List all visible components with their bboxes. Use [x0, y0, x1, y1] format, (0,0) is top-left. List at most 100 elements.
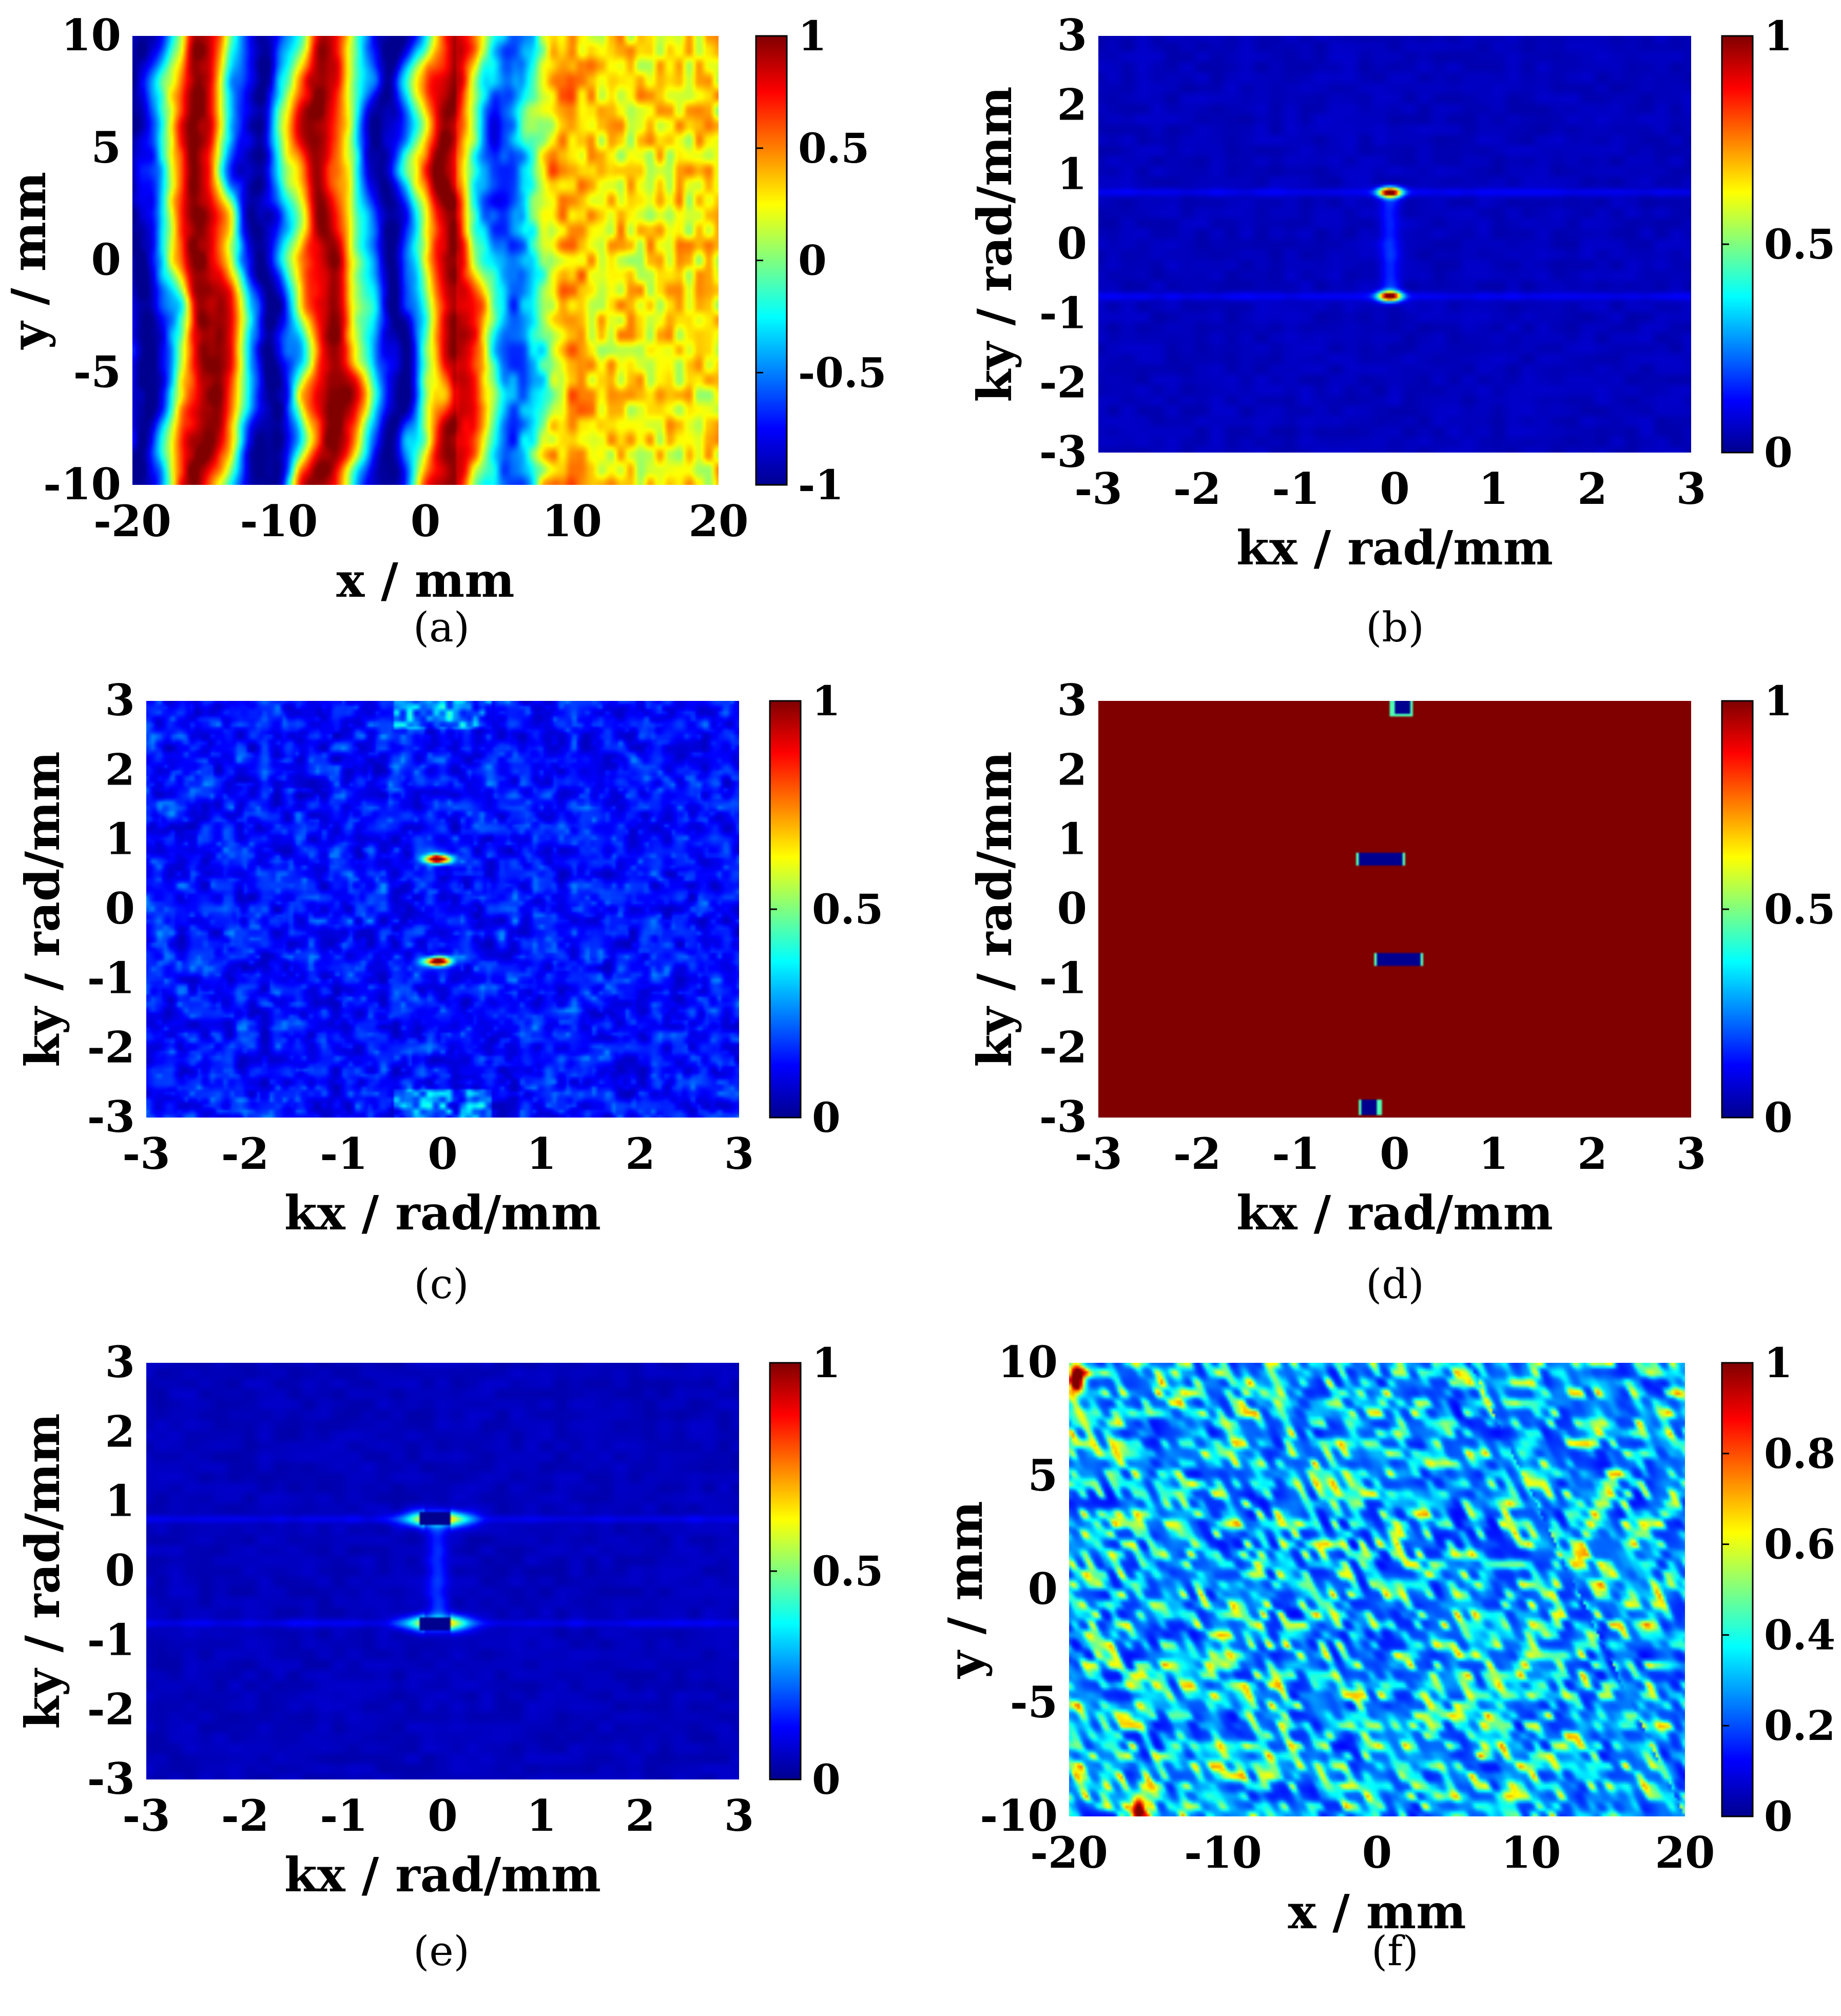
y-tick-label: 5 [1028, 1450, 1058, 1501]
x-tick-label: -3 [1074, 463, 1122, 514]
y-tick-label: 1 [105, 1476, 135, 1526]
y-tick-label: -3 [1039, 1091, 1087, 1142]
x-tick-label: 0 [411, 496, 440, 546]
x-tick-label: 1 [1479, 1128, 1508, 1179]
panel-d: -3 -2 -1 0 1 2 3 -3 -2 -1 0 1 2 3 kx / rad/mm ky / rad/… [967, 675, 1835, 1308]
colorbar-tick-label: 1 [1764, 1339, 1793, 1387]
y-tick-label: 0 [1057, 218, 1087, 269]
x-tick-label: 10 [1501, 1827, 1561, 1878]
x-tick-label: 3 [724, 1790, 754, 1841]
y-tick-label: 2 [1057, 744, 1087, 795]
y-tick-label: 2 [105, 744, 135, 795]
x-tick-label: 1 [1479, 463, 1508, 514]
x-tick-label: 3 [1676, 1128, 1706, 1179]
y-axis-label: ky / rad/mm [967, 86, 1022, 402]
colorbar-tick-label: 0 [1764, 428, 1793, 477]
x-tick-label: -10 [240, 496, 318, 546]
x-tick-label: -1 [320, 1128, 367, 1179]
x-tick-label: -1 [320, 1790, 367, 1841]
y-axis-label: ky / rad/mm [967, 751, 1022, 1067]
y-tick-label: 2 [1057, 79, 1087, 130]
y-tick-label: 0 [91, 234, 121, 285]
y-tick-label: -2 [1039, 357, 1087, 408]
y-tick-label: 0 [1057, 883, 1087, 934]
x-tick-label: 20 [1655, 1827, 1715, 1878]
y-tick-label: 3 [1057, 10, 1087, 61]
y-tick-label: 10 [998, 1337, 1058, 1387]
x-tick-label: -3 [1074, 1128, 1122, 1179]
panel-caption: (e) [413, 1927, 470, 1975]
x-tick-label: -20 [1030, 1827, 1108, 1878]
y-tick-label: 0 [105, 1545, 135, 1596]
colorbar-f [1721, 1362, 1754, 1817]
heatmap-e [146, 1363, 739, 1779]
y-tick-label: 1 [1057, 149, 1087, 200]
colorbar-tick-label: -1 [798, 461, 844, 509]
y-tick-label: 3 [105, 1337, 135, 1387]
y-axis-label: ky / rad/mm [15, 1413, 70, 1729]
colorbar-tick-label: 0 [798, 237, 827, 285]
colorbar-tick-label: 0.2 [1764, 1701, 1835, 1750]
x-tick-label: 20 [689, 496, 749, 546]
panel-caption: (d) [1366, 1260, 1424, 1308]
y-tick-label: -5 [73, 346, 121, 397]
x-axis-label: kx / rad/mm [1236, 1185, 1553, 1241]
heatmap-c [146, 701, 739, 1118]
x-axis-label: x / mm [1288, 1884, 1466, 1940]
x-axis-label: kx / rad/mm [284, 1847, 601, 1903]
y-tick-label: 10 [61, 10, 121, 61]
colorbar-tick-label: 0 [1764, 1792, 1793, 1841]
y-axis-label: y / mm [938, 1501, 993, 1679]
heatmap-f [1069, 1363, 1685, 1816]
y-tick-label: 1 [105, 814, 135, 865]
x-tick-label: -2 [221, 1790, 269, 1841]
x-tick-label: 1 [527, 1790, 556, 1841]
colorbar-tick-label: 0.4 [1764, 1611, 1835, 1659]
y-tick-label: -3 [87, 1753, 135, 1804]
y-tick-label: 0 [105, 883, 135, 934]
colorbar-tick-label: 0.5 [798, 124, 869, 172]
y-tick-label: -2 [87, 1684, 135, 1735]
x-tick-label: 2 [1577, 1128, 1607, 1179]
colorbar-tick-label: 1 [812, 1339, 841, 1387]
colorbar-tick-label: -0.5 [798, 348, 886, 397]
x-tick-label: -1 [1272, 1128, 1320, 1179]
x-tick-label: -10 [1184, 1827, 1262, 1878]
x-tick-label: 0 [428, 1128, 457, 1179]
x-axis-label: kx / rad/mm [284, 1185, 601, 1241]
panel-e: -3 -2 -1 0 1 2 3 -3 -2 -1 0 1 2 3 kx / rad/mm ky / rad/… [15, 1337, 883, 1975]
colorbar-tick-label: 0.6 [1764, 1520, 1835, 1569]
y-tick-label: -1 [87, 952, 135, 1003]
x-tick-label: 3 [1676, 463, 1706, 514]
y-tick-label: -5 [1010, 1677, 1058, 1728]
y-tick-label: -1 [87, 1614, 135, 1665]
y-tick-label: -2 [87, 1022, 135, 1073]
x-tick-label: -2 [1173, 463, 1221, 514]
colorbar-tick-label: 0.8 [1764, 1430, 1835, 1478]
panel-c: -3 -2 -1 0 1 2 3 -3 -2 -1 0 1 2 3 kx / rad/mm ky / rad/… [15, 675, 883, 1308]
x-tick-label: -1 [1272, 463, 1320, 514]
x-tick-label: 3 [724, 1128, 754, 1179]
colorbar-tick-label: 0 [812, 1755, 841, 1804]
y-tick-label: -2 [1039, 1022, 1087, 1073]
y-tick-label: -1 [1039, 952, 1087, 1003]
colorbar-tick-label: 0.5 [812, 885, 883, 933]
colorbar-tick-label: 1 [1764, 12, 1793, 60]
x-tick-label: 0 [1380, 1128, 1409, 1179]
panel-caption: (c) [414, 1260, 469, 1308]
y-axis-label: y / mm [1, 172, 56, 350]
x-tick-label: 10 [542, 496, 602, 546]
panel-caption: (f) [1371, 1927, 1419, 1975]
colorbar-tick-label: 0.5 [1764, 220, 1835, 268]
y-tick-label: 2 [105, 1406, 135, 1457]
x-tick-label: -3 [122, 1790, 170, 1841]
heatmap-a [132, 36, 719, 485]
colorbar-tick-label: 0.5 [1764, 885, 1835, 933]
x-tick-label: 0 [428, 1790, 457, 1841]
y-tick-label: -1 [1039, 287, 1087, 338]
x-tick-label: 0 [1362, 1827, 1392, 1878]
y-tick-label: 0 [1028, 1563, 1058, 1614]
